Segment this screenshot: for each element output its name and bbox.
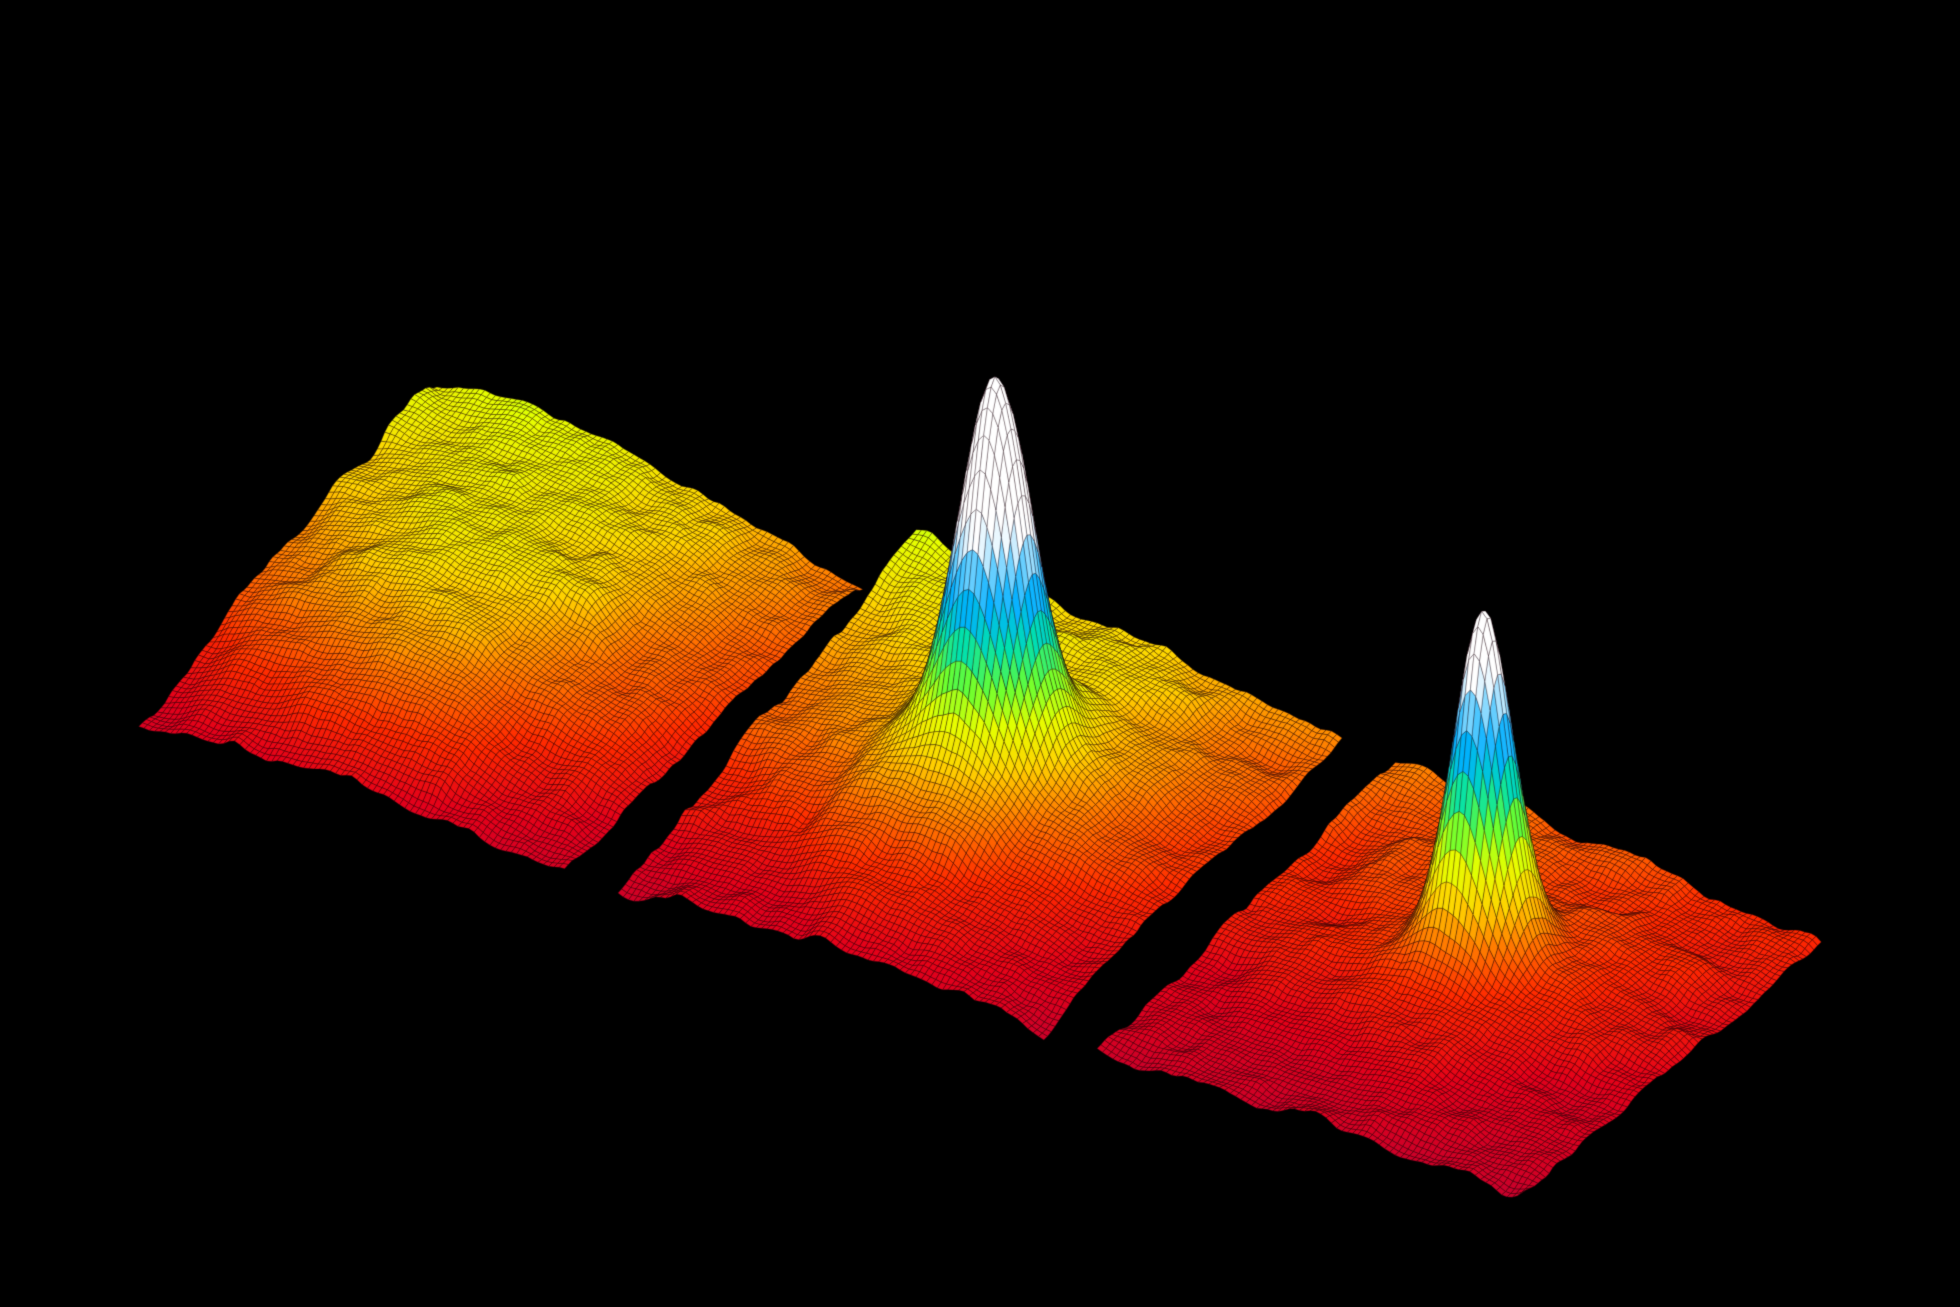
- bec-3d-surface-plot: [0, 0, 1960, 1307]
